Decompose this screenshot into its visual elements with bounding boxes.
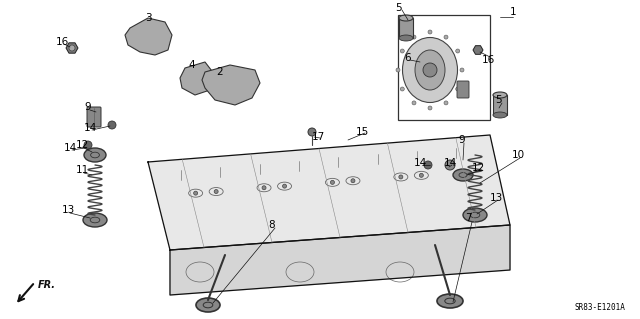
- Circle shape: [84, 141, 92, 149]
- Circle shape: [444, 35, 448, 39]
- Text: 8: 8: [269, 220, 275, 230]
- Text: 3: 3: [145, 13, 151, 23]
- Ellipse shape: [399, 15, 413, 21]
- Circle shape: [412, 35, 416, 39]
- Ellipse shape: [453, 169, 473, 181]
- Circle shape: [69, 45, 75, 51]
- Ellipse shape: [399, 35, 413, 41]
- Ellipse shape: [83, 213, 107, 227]
- Ellipse shape: [84, 148, 106, 162]
- Polygon shape: [148, 135, 510, 250]
- Circle shape: [108, 121, 116, 129]
- Text: 2: 2: [217, 67, 223, 77]
- Text: 9: 9: [459, 135, 465, 145]
- Text: 5: 5: [395, 3, 401, 13]
- Text: 12: 12: [472, 163, 484, 173]
- Text: 6: 6: [404, 53, 412, 63]
- Circle shape: [262, 186, 266, 190]
- Ellipse shape: [463, 208, 487, 222]
- Text: 11: 11: [76, 165, 88, 175]
- Polygon shape: [170, 225, 510, 295]
- Text: 1: 1: [509, 7, 516, 17]
- Text: SR83-E1201A: SR83-E1201A: [574, 303, 625, 312]
- Ellipse shape: [196, 298, 220, 312]
- Circle shape: [400, 49, 404, 53]
- Circle shape: [396, 68, 400, 72]
- Text: 17: 17: [312, 132, 324, 142]
- Circle shape: [214, 189, 218, 194]
- Text: 14: 14: [444, 158, 456, 168]
- Circle shape: [143, 33, 153, 43]
- Text: 15: 15: [355, 127, 369, 137]
- Circle shape: [456, 49, 460, 53]
- Circle shape: [412, 101, 416, 105]
- Text: 14: 14: [413, 158, 427, 168]
- Circle shape: [399, 175, 403, 179]
- Bar: [398, 15, 490, 120]
- Circle shape: [282, 184, 287, 188]
- Text: 9: 9: [84, 102, 92, 112]
- Text: 10: 10: [511, 150, 525, 160]
- Polygon shape: [202, 65, 260, 105]
- Circle shape: [308, 128, 316, 136]
- Ellipse shape: [493, 112, 507, 118]
- Text: 14: 14: [83, 123, 97, 133]
- Ellipse shape: [415, 50, 445, 90]
- FancyBboxPatch shape: [457, 81, 469, 98]
- Text: 14: 14: [63, 143, 77, 153]
- Text: 13: 13: [490, 193, 502, 203]
- Text: 16: 16: [481, 55, 495, 65]
- Text: 4: 4: [189, 60, 195, 70]
- Circle shape: [428, 30, 432, 34]
- Circle shape: [445, 160, 455, 170]
- Text: 5: 5: [495, 95, 501, 105]
- Bar: [493, 95, 507, 115]
- Circle shape: [419, 173, 424, 177]
- Polygon shape: [125, 18, 172, 55]
- Text: 12: 12: [76, 140, 88, 150]
- Circle shape: [428, 106, 432, 110]
- Ellipse shape: [493, 92, 507, 98]
- Circle shape: [351, 179, 355, 183]
- Circle shape: [444, 101, 448, 105]
- Circle shape: [194, 191, 198, 195]
- Circle shape: [423, 63, 437, 77]
- Circle shape: [226, 76, 238, 88]
- Circle shape: [330, 180, 335, 184]
- Ellipse shape: [403, 38, 458, 102]
- Text: 7: 7: [465, 213, 471, 223]
- FancyBboxPatch shape: [87, 107, 101, 127]
- Polygon shape: [473, 46, 483, 54]
- Circle shape: [460, 68, 464, 72]
- Polygon shape: [66, 43, 78, 53]
- Ellipse shape: [437, 294, 463, 308]
- Circle shape: [400, 87, 404, 91]
- Circle shape: [456, 87, 460, 91]
- Bar: [399, 18, 413, 38]
- Circle shape: [424, 161, 432, 169]
- Circle shape: [244, 86, 252, 94]
- Text: FR.: FR.: [38, 280, 56, 290]
- Polygon shape: [180, 62, 215, 95]
- Text: 16: 16: [56, 37, 68, 47]
- Circle shape: [194, 74, 202, 82]
- Circle shape: [152, 42, 158, 48]
- Text: 13: 13: [61, 205, 75, 215]
